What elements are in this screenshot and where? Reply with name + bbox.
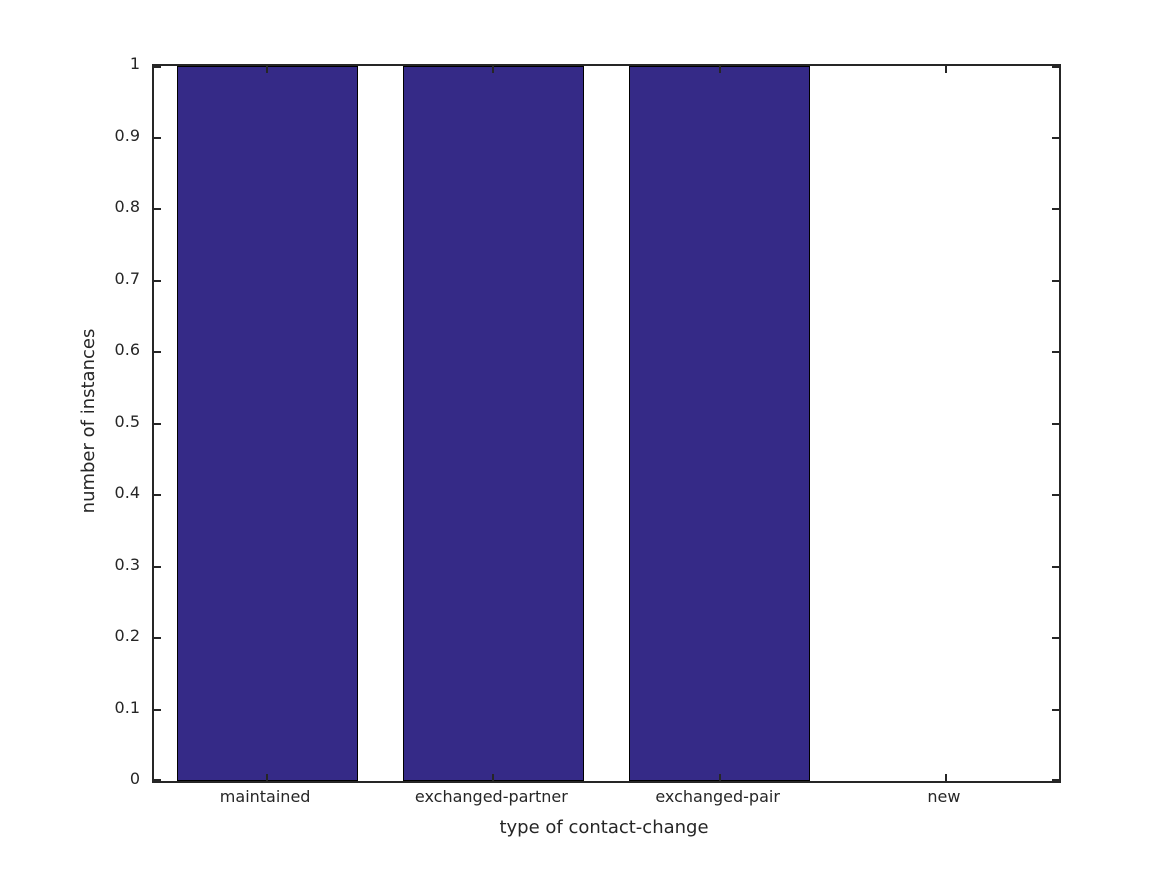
y-tick-mark [1052,279,1059,282]
y-tick-label-1: 1 [129,54,140,73]
y-tick-mark [1052,136,1059,139]
y-tick-mark [154,494,161,496]
x-tick-label-exchanged-pair: exchanged-pair [655,787,780,806]
y-tick-mark [154,422,161,425]
x-tick-mark [944,66,947,73]
plot-area [152,64,1061,783]
y-tick-mark [154,208,161,210]
y-tick-mark [1052,208,1059,210]
bar-exchanged-partner [402,66,584,781]
y-tick-label-0.6: 0.6 [114,340,140,359]
y-tick-label-0: 0 [129,769,140,788]
y-tick-mark [154,66,161,68]
bar-exchanged-pair [629,66,811,781]
y-tick-label-0.8: 0.8 [114,197,140,216]
y-axis-label: number of instances [78,328,99,514]
y-tick-mark [154,565,161,568]
y-tick-label-0.7: 0.7 [114,268,140,288]
y-tick-mark [154,779,161,781]
x-tick-mark [944,774,947,781]
y-tick-mark [1052,66,1059,68]
x-tick-label-exchanged-partner: exchanged-partner [414,787,568,806]
x-tick-mark [266,774,269,781]
y-tick-label-0.3: 0.3 [114,554,140,574]
y-tick-label-0.4: 0.4 [114,483,140,502]
x-tick-mark [718,774,721,781]
y-tick-mark [1052,422,1059,425]
y-tick-mark [154,279,161,282]
y-tick-mark [1052,351,1059,353]
y-tick-label-0.5: 0.5 [114,411,140,431]
y-tick-mark [1052,779,1059,781]
y-tick-label-0.2: 0.2 [114,626,140,645]
y-tick-mark [1052,637,1059,639]
plot-inner [154,66,1059,781]
x-tick-label-maintained: maintained [219,787,311,806]
x-tick-label-new: new [927,787,961,806]
y-tick-label-0.9: 0.9 [114,125,140,145]
x-tick-mark [492,66,495,73]
y-tick-mark [154,351,161,353]
y-tick-mark [154,136,161,139]
y-tick-mark [154,708,161,711]
x-tick-mark [492,774,495,781]
x-axis-label: type of contact-change [499,817,709,838]
y-tick-mark [1052,565,1059,568]
y-tick-mark [1052,494,1059,496]
y-tick-mark [1052,708,1059,711]
x-tick-mark [718,66,721,73]
bar-maintained [176,66,358,781]
x-tick-mark [266,66,269,73]
y-tick-label-0.1: 0.1 [114,697,140,717]
y-tick-mark [154,637,161,639]
